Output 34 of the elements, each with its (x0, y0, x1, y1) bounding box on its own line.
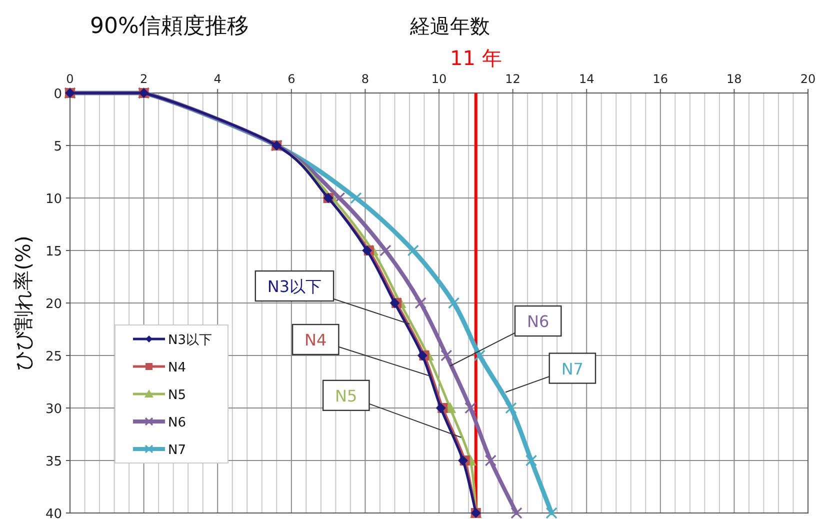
x-tick-label: 18 (726, 72, 742, 86)
legend-label: N4 (168, 360, 186, 376)
x-axis-title: 経過年数 (409, 14, 490, 38)
annotation: N5 (335, 386, 358, 406)
annotation: N6 (526, 312, 550, 331)
y-tick-label: 30 (45, 402, 62, 417)
legend-label: N5 (168, 388, 186, 403)
y-tick-label: 10 (45, 192, 62, 207)
y-tick-label: 20 (45, 297, 62, 312)
annotation: N4 (304, 330, 327, 350)
x-tick-label: 16 (652, 72, 668, 86)
chart-title: 90%信頼度推移 (90, 14, 249, 39)
x-tick-label: 8 (361, 72, 370, 86)
legend-label: N6 (168, 416, 186, 430)
annotation: N7 (561, 359, 584, 378)
y-tick-label: 0 (54, 87, 62, 102)
legend-label: N7 (168, 443, 186, 458)
x-tick-label: 20 (800, 72, 816, 86)
y-tick-label: 5 (54, 140, 62, 154)
x-tick-label: 10 (431, 72, 447, 86)
y-tick-label: 40 (45, 507, 62, 519)
x-tick-label: 14 (578, 72, 594, 86)
ref-line-label: 11 年 (450, 46, 502, 70)
y-tick-label: 35 (45, 454, 62, 470)
legend-label: N3以下 (168, 333, 212, 348)
y-tick-label: 25 (45, 350, 62, 364)
annotation: N3以下 (267, 277, 322, 296)
x-tick-label: 2 (140, 72, 148, 86)
x-tick-label: 12 (505, 72, 520, 86)
y-tick-label: 15 (45, 244, 62, 260)
x-tick-label: 6 (288, 72, 296, 86)
x-tick-label: 0 (66, 72, 74, 86)
x-tick-label: 4 (214, 72, 222, 86)
y-axis-title: ひび割れ率(%) (11, 236, 35, 370)
